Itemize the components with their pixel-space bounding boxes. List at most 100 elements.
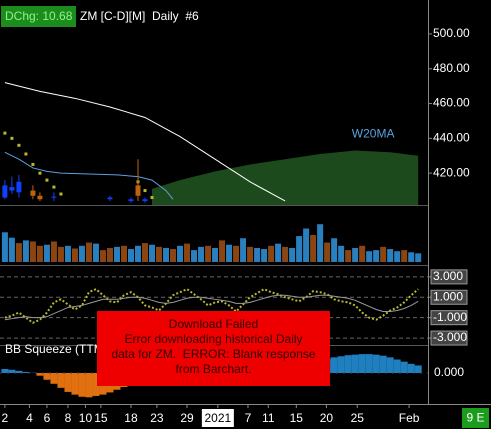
bar: [380, 246, 387, 262]
bar: [127, 249, 134, 262]
bar: [358, 354, 366, 373]
bar: [113, 246, 120, 262]
bar: [338, 245, 345, 262]
line: [4, 151, 174, 200]
bar: [57, 246, 64, 262]
bar: [149, 244, 156, 262]
bar: [386, 357, 394, 373]
y-tick-label: 500.00: [433, 26, 470, 40]
bar: [99, 250, 106, 262]
y-tick-label: 3.000: [433, 269, 463, 283]
candle-body: [51, 196, 57, 198]
y-tick-label: -3.000: [433, 330, 467, 344]
dot: [24, 152, 28, 156]
bar: [359, 245, 366, 262]
candle-body: [2, 185, 8, 198]
bar: [379, 355, 387, 373]
bar: [275, 243, 282, 262]
x-tick-label: 7: [245, 411, 252, 425]
bar: [57, 373, 65, 388]
bar: [303, 228, 310, 262]
candle-body: [37, 195, 43, 200]
bar: [8, 237, 15, 262]
bar: [387, 249, 394, 262]
candle-body: [30, 190, 36, 196]
dot: [3, 131, 7, 135]
line: [4, 294, 419, 321]
bar: [120, 245, 127, 262]
error-line: Error downloading historical Daily: [124, 332, 302, 346]
candle-body: [107, 197, 113, 200]
bar: [233, 245, 240, 262]
dot: [10, 136, 14, 140]
x-tick-label: 11: [262, 411, 275, 425]
bar: [400, 361, 408, 373]
bar: [289, 247, 296, 262]
bar: [212, 247, 219, 262]
bar: [85, 242, 92, 262]
dot: [45, 178, 49, 182]
bar: [344, 355, 352, 373]
candle-body: [142, 199, 148, 201]
x-tick-label: 2021: [205, 411, 232, 425]
x-tick-label: 25: [351, 411, 365, 425]
error-line: data for ZM. ERROR: Blank response: [111, 347, 315, 361]
y-tick-label: -1.000: [433, 310, 467, 324]
candle-body: [128, 199, 134, 201]
y-tick-label: 480.00: [433, 61, 470, 75]
candle-body: [16, 181, 22, 193]
y-tick-label: 0.000: [434, 365, 464, 379]
bar: [170, 249, 177, 262]
bar: [254, 247, 261, 262]
tick-box: [430, 269, 468, 285]
bar: [85, 373, 93, 398]
bar: [198, 246, 205, 262]
tick-box: [430, 330, 468, 346]
candle-body: [9, 187, 15, 191]
error-line: from Barchart.: [175, 362, 251, 376]
y-tick-label: 460.00: [433, 96, 470, 110]
plots: W20MA 500.00 480.00 460.00 440.00 420.00 3.000…: [0, 26, 470, 427]
bar: [317, 224, 324, 262]
dot: [143, 189, 147, 193]
area: [152, 150, 419, 205]
bar: [22, 240, 29, 262]
bar: [415, 253, 422, 262]
candle-body: [135, 185, 141, 196]
bar: [261, 249, 268, 262]
status-label: 9 E: [466, 411, 484, 425]
symbol-label: ZM [C-D][M] Daily #6: [80, 9, 199, 23]
bar: [296, 236, 303, 262]
bar: [414, 365, 422, 373]
change-box: [1, 6, 76, 27]
bar: [29, 241, 36, 262]
series-label: W20MA: [352, 127, 395, 141]
bar: [337, 356, 345, 373]
bar: [351, 354, 359, 373]
error-line: Download Failed: [169, 317, 258, 331]
bar: [71, 373, 79, 395]
bar: [156, 246, 163, 262]
x-tick-label: 8: [65, 411, 72, 425]
bar: [8, 369, 16, 373]
bar: [247, 246, 254, 262]
bar: [393, 359, 401, 373]
y-tick-label: 440.00: [433, 131, 470, 145]
bar: [1, 368, 9, 373]
change-label: DChg: 10.68: [5, 9, 73, 23]
bar: [43, 373, 51, 380]
x-tick-label: 6: [44, 411, 51, 425]
tick-highlight: [201, 409, 234, 427]
bar: [36, 245, 43, 262]
bar: [282, 246, 289, 262]
bar: [324, 242, 331, 262]
bar: [372, 354, 380, 373]
dot: [52, 185, 56, 189]
bar: [310, 235, 317, 262]
x-tick-label: 4: [26, 411, 33, 425]
bar: [15, 243, 22, 262]
bar: [64, 373, 72, 392]
bar: [205, 245, 212, 262]
bar: [177, 245, 184, 262]
